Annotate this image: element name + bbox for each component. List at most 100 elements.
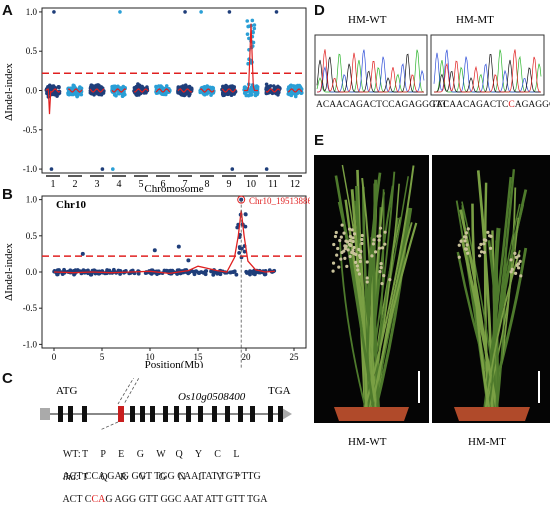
peak-marker bbox=[237, 195, 246, 204]
data-point bbox=[143, 271, 148, 276]
x-tick-label: 15 bbox=[194, 352, 204, 362]
data-point bbox=[211, 272, 216, 277]
data-point bbox=[77, 87, 82, 91]
outlier-point bbox=[227, 10, 232, 14]
chromatogram-mt-title: HM-MT bbox=[456, 14, 494, 26]
outlier-point bbox=[118, 10, 122, 14]
utr-3prime bbox=[282, 408, 292, 420]
exon bbox=[130, 406, 135, 422]
y-tick-label: 1.0 bbox=[26, 7, 38, 17]
smoothed-line bbox=[133, 88, 149, 93]
data-point bbox=[186, 91, 190, 96]
data-point bbox=[297, 83, 302, 88]
data-point bbox=[159, 84, 163, 88]
grain bbox=[457, 243, 461, 247]
data-point bbox=[122, 91, 126, 96]
data-point bbox=[197, 271, 201, 276]
exon bbox=[238, 406, 243, 422]
exon bbox=[278, 406, 283, 422]
data-point bbox=[226, 91, 231, 95]
chromatogram-wt-title: HM-WT bbox=[348, 14, 387, 26]
grain bbox=[464, 247, 468, 251]
grain bbox=[355, 264, 359, 268]
exon bbox=[118, 406, 124, 422]
panel-b-peak-label: Chr10_19513886 bbox=[249, 196, 310, 206]
exon bbox=[140, 406, 145, 422]
panel-label-b: B bbox=[2, 186, 13, 203]
data-point bbox=[211, 86, 216, 90]
data-point bbox=[204, 269, 209, 273]
x-tick-label: 0 bbox=[52, 352, 57, 362]
data-point bbox=[245, 32, 250, 36]
smoothed-line bbox=[111, 88, 127, 93]
leaf bbox=[483, 176, 512, 408]
leaf bbox=[370, 237, 379, 408]
data-point bbox=[293, 85, 298, 90]
data-point bbox=[214, 270, 219, 275]
grain bbox=[372, 238, 376, 242]
utr-5prime bbox=[40, 408, 50, 420]
exon bbox=[250, 406, 255, 422]
grain bbox=[351, 236, 355, 240]
grain bbox=[376, 234, 380, 238]
outlier-point bbox=[183, 10, 187, 14]
grain bbox=[342, 249, 346, 253]
grain bbox=[337, 265, 341, 269]
exon bbox=[58, 406, 63, 422]
grain bbox=[465, 243, 469, 247]
y-tick-label: -0.5 bbox=[23, 303, 38, 313]
panel-a-x-ticks: 1 2 3 4 5 6 7 8 9 10 11 12 bbox=[46, 175, 302, 190]
data-point bbox=[98, 87, 103, 91]
panel-b-points bbox=[42, 195, 306, 368]
grain bbox=[342, 231, 346, 235]
chromosome-label: 11 bbox=[268, 179, 278, 190]
grain bbox=[457, 255, 461, 259]
grain bbox=[488, 246, 493, 250]
panel-b-chr10-plot: Chr10 Chr10_19513886 1.0 0.5 0.0 -0.5 -1.0 0… bbox=[3, 195, 310, 368]
outlier-point bbox=[52, 10, 56, 14]
chromosome-label: 6 bbox=[161, 179, 166, 190]
pot-mt bbox=[454, 407, 530, 421]
photo-wt-label: HM-WT bbox=[348, 436, 387, 448]
data-point bbox=[235, 225, 240, 230]
data-point bbox=[180, 93, 185, 97]
grain bbox=[509, 270, 513, 274]
chromosome-label: 9 bbox=[227, 179, 232, 190]
data-point bbox=[157, 90, 161, 95]
grain bbox=[347, 227, 352, 231]
grain bbox=[358, 259, 362, 264]
grain bbox=[365, 260, 369, 264]
y-tick-label: 0.5 bbox=[26, 231, 38, 241]
mt-codons-b: G AGG GTT GGC AAT ATT GTT TGA bbox=[105, 494, 268, 505]
grain bbox=[343, 256, 347, 261]
trace-3 bbox=[434, 49, 542, 93]
mt-codons-mutation: CA bbox=[91, 494, 106, 505]
data-point bbox=[245, 19, 250, 23]
outlier-point bbox=[176, 244, 181, 249]
outlier-point bbox=[100, 167, 105, 171]
grain bbox=[348, 234, 353, 239]
grain bbox=[333, 234, 338, 239]
y-tick-label: 0.0 bbox=[26, 267, 38, 277]
panel-label-e: E bbox=[314, 132, 325, 149]
data-point bbox=[202, 92, 207, 97]
data-point bbox=[277, 90, 281, 95]
grain bbox=[380, 282, 384, 286]
grain bbox=[336, 246, 340, 251]
plant-wt-illustration bbox=[331, 164, 420, 421]
trace-1 bbox=[433, 49, 541, 93]
panel-label-c: C bbox=[2, 370, 13, 387]
grain bbox=[356, 268, 360, 272]
data-point bbox=[218, 272, 223, 277]
grain bbox=[379, 266, 383, 270]
grain bbox=[360, 237, 364, 242]
grain bbox=[371, 242, 376, 246]
data-point bbox=[91, 85, 96, 90]
exon bbox=[163, 406, 168, 422]
exon bbox=[82, 406, 87, 422]
data-point bbox=[56, 268, 60, 273]
grain bbox=[518, 259, 522, 263]
grain bbox=[351, 248, 355, 253]
data-point bbox=[192, 272, 197, 277]
